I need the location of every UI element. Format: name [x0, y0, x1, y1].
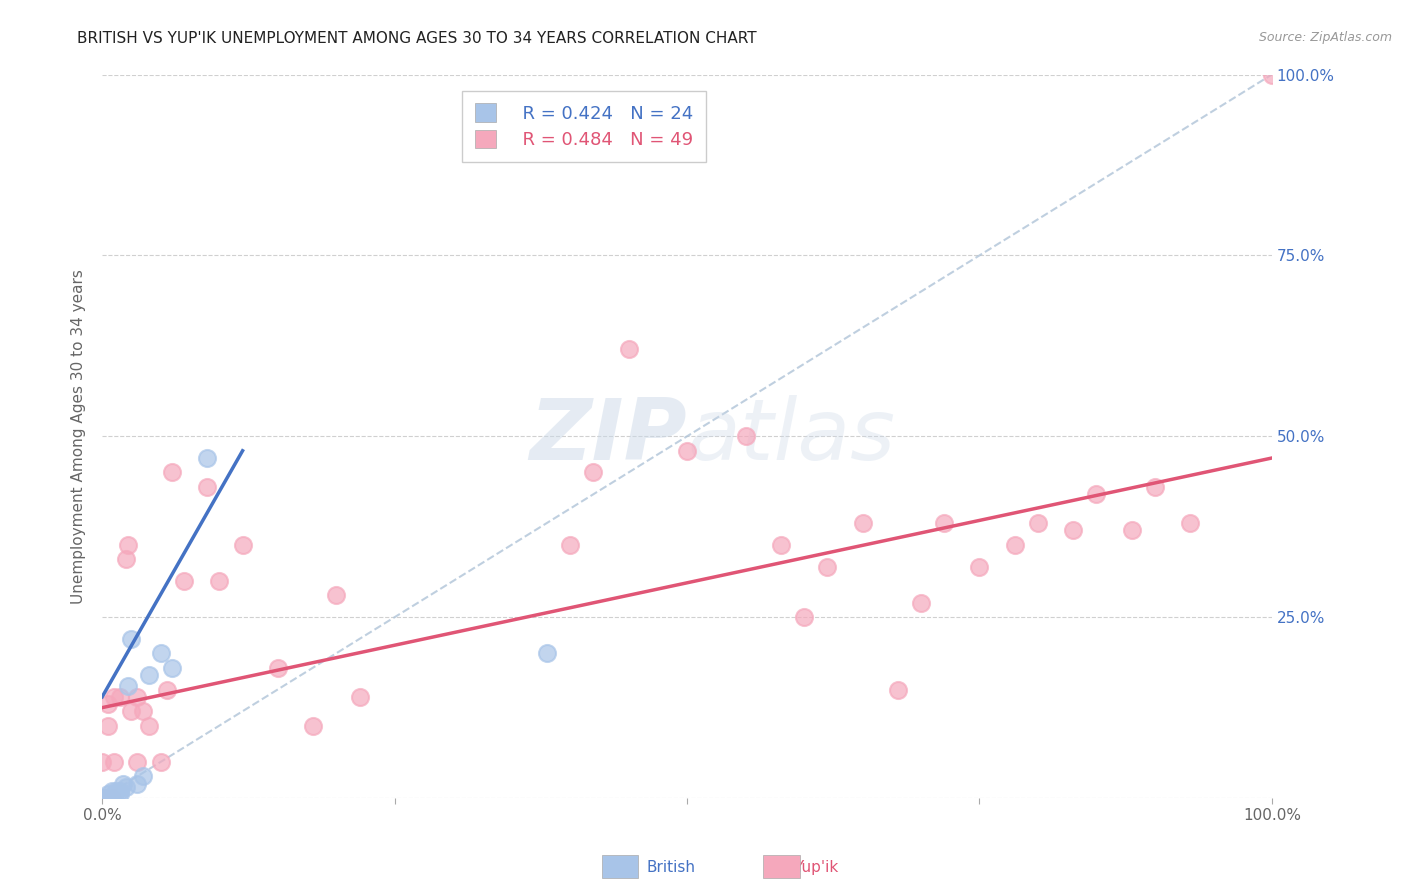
- Point: [91, 791, 114, 805]
- Point: [162, 661, 184, 675]
- Point: [536, 646, 558, 660]
- Point: [138, 668, 160, 682]
- Point: [117, 538, 139, 552]
- Point: [582, 466, 605, 480]
- Text: Yup'ik: Yup'ik: [794, 860, 838, 874]
- Point: [114, 780, 136, 795]
- Point: [91, 791, 114, 805]
- Point: [969, 559, 991, 574]
- Point: [91, 755, 114, 769]
- Point: [1085, 487, 1108, 501]
- Text: Source: ZipAtlas.com: Source: ZipAtlas.com: [1258, 31, 1392, 45]
- Point: [97, 791, 120, 805]
- Text: BRITISH VS YUP'IK UNEMPLOYMENT AMONG AGES 30 TO 34 YEARS CORRELATION CHART: BRITISH VS YUP'IK UNEMPLOYMENT AMONG AGE…: [77, 31, 756, 46]
- Point: [138, 719, 160, 733]
- Point: [149, 646, 172, 660]
- Point: [108, 788, 131, 802]
- Point: [103, 690, 125, 704]
- Point: [120, 632, 142, 646]
- Point: [149, 755, 172, 769]
- Point: [301, 719, 323, 733]
- Point: [108, 690, 131, 704]
- Point: [91, 791, 114, 805]
- Point: [105, 784, 128, 798]
- Point: [1261, 68, 1284, 82]
- Point: [100, 791, 122, 805]
- Point: [793, 610, 815, 624]
- Point: [1062, 524, 1084, 538]
- Point: [1026, 516, 1049, 530]
- Point: [1178, 516, 1201, 530]
- Point: [734, 429, 756, 443]
- Point: [349, 690, 371, 704]
- Point: [266, 661, 288, 675]
- Point: [91, 791, 114, 805]
- Point: [120, 704, 142, 718]
- Point: [127, 690, 149, 704]
- Point: [910, 596, 932, 610]
- Point: [208, 574, 231, 588]
- Point: [103, 791, 125, 805]
- Text: atlas: atlas: [688, 395, 896, 478]
- Point: [132, 704, 155, 718]
- Point: [91, 791, 114, 805]
- Point: [197, 450, 219, 465]
- Point: [197, 480, 219, 494]
- Point: [112, 776, 135, 790]
- Text: ZIP: ZIP: [530, 395, 688, 478]
- Point: [103, 788, 125, 802]
- Point: [100, 784, 122, 798]
- Point: [1004, 538, 1026, 552]
- Point: [617, 343, 640, 357]
- Point: [155, 682, 177, 697]
- Text: British: British: [647, 860, 696, 874]
- Point: [173, 574, 195, 588]
- Point: [232, 538, 254, 552]
- Point: [97, 719, 120, 733]
- Point: [886, 682, 908, 697]
- Point: [815, 559, 838, 574]
- Y-axis label: Unemployment Among Ages 30 to 34 years: Unemployment Among Ages 30 to 34 years: [72, 268, 86, 604]
- Point: [325, 589, 347, 603]
- Point: [676, 443, 699, 458]
- Point: [162, 466, 184, 480]
- Point: [114, 552, 136, 566]
- Point: [769, 538, 792, 552]
- Point: [934, 516, 956, 530]
- Point: [103, 755, 125, 769]
- Point: [97, 788, 120, 802]
- Point: [108, 784, 131, 798]
- Point: [91, 791, 114, 805]
- Point: [127, 776, 149, 790]
- Point: [127, 755, 149, 769]
- Point: [1121, 524, 1143, 538]
- Point: [117, 679, 139, 693]
- Point: [97, 697, 120, 711]
- Point: [1143, 480, 1166, 494]
- Point: [132, 769, 155, 783]
- Point: [558, 538, 581, 552]
- Point: [91, 791, 114, 805]
- Point: [91, 791, 114, 805]
- Point: [851, 516, 873, 530]
- Legend:   R = 0.424   N = 24,   R = 0.484   N = 49: R = 0.424 N = 24, R = 0.484 N = 49: [463, 91, 706, 162]
